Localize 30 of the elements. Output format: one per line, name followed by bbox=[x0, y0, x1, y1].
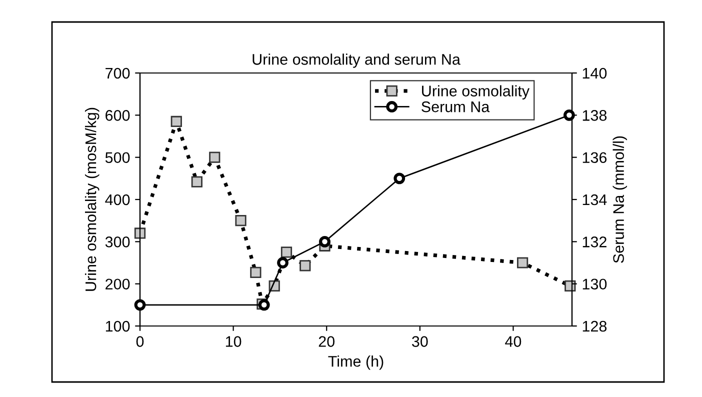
point bbox=[319, 236, 330, 248]
y-tick-label: 300 bbox=[105, 236, 130, 248]
x-tick-label: 30 bbox=[412, 336, 428, 347]
y-tick-label: 100 bbox=[106, 320, 130, 332]
y2-tick-label: 138 bbox=[582, 110, 607, 121]
y-tick-label: 500 bbox=[105, 152, 130, 164]
chart-title: Urine osmolality and serum Na bbox=[252, 54, 460, 68]
legend-label: Urine osmolality bbox=[422, 85, 530, 100]
y2-tick-label: 140 bbox=[582, 68, 607, 79]
x-tick-label: 40 bbox=[505, 336, 522, 347]
y2-tick-label: 128 bbox=[582, 320, 607, 332]
y2-tick-label: 130 bbox=[582, 278, 607, 290]
x-tick-label: 10 bbox=[226, 336, 242, 347]
point bbox=[394, 172, 406, 184]
y-tick-label: 700 bbox=[106, 68, 130, 79]
y-axis-title: Urine osmolality (mosM/kg) bbox=[84, 108, 100, 291]
x-axis-title: Time (h) bbox=[328, 356, 384, 370]
point bbox=[564, 109, 575, 121]
x-tick-label: 20 bbox=[318, 336, 335, 347]
point bbox=[134, 299, 146, 311]
point bbox=[277, 257, 288, 268]
y2-axis-title: Serum Na (mmol/l) bbox=[612, 136, 627, 263]
y2-tick-label: 134 bbox=[582, 194, 607, 206]
y-tick-label: 200 bbox=[106, 278, 130, 290]
y-tick-label: 600 bbox=[106, 110, 130, 121]
legend-label: Serum Na bbox=[422, 101, 490, 112]
y2-tick-label: 136 bbox=[582, 152, 607, 164]
y2-tick-label: 132 bbox=[582, 236, 606, 248]
y-tick-label: 400 bbox=[105, 194, 130, 206]
x-tick-label: 0 bbox=[136, 336, 144, 347]
